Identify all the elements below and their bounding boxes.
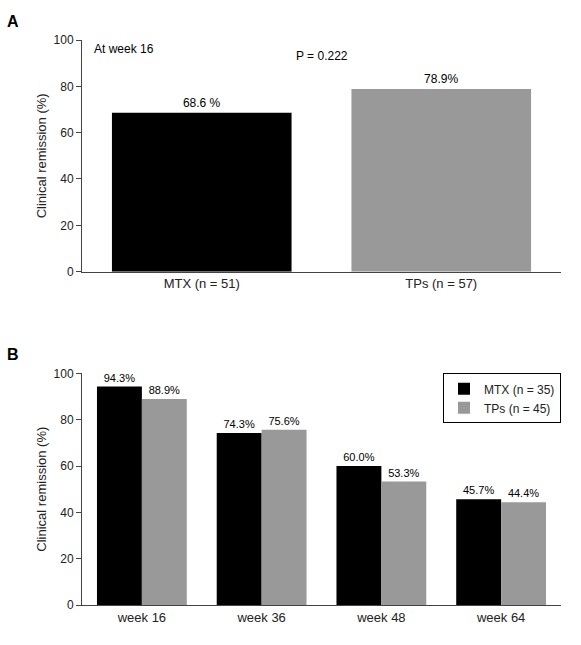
svg-text:TPs (n = 45): TPs (n = 45) — [484, 402, 550, 416]
svg-text:MTX (n = 35): MTX (n = 35) — [484, 383, 554, 397]
svg-text:P = 0.222: P = 0.222 — [296, 49, 348, 63]
svg-text:88.9%: 88.9% — [149, 384, 180, 396]
svg-text:week 64: week 64 — [476, 610, 525, 625]
svg-text:20: 20 — [60, 552, 74, 566]
svg-text:100: 100 — [54, 367, 74, 381]
svg-text:100: 100 — [54, 33, 74, 47]
svg-text:40: 40 — [60, 506, 74, 520]
svg-text:MTX (n = 51): MTX (n = 51) — [164, 276, 240, 291]
svg-text:60.0%: 60.0% — [343, 451, 374, 463]
svg-text:TPs (n = 57): TPs (n = 57) — [405, 276, 477, 291]
svg-text:68.6 %: 68.6 % — [183, 96, 221, 110]
svg-text:40: 40 — [60, 172, 74, 186]
svg-text:At week 16: At week 16 — [94, 42, 154, 56]
svg-text:A: A — [7, 13, 19, 30]
svg-text:80: 80 — [60, 413, 74, 427]
svg-text:week 48: week 48 — [356, 610, 405, 625]
svg-text:78.9%: 78.9% — [424, 72, 458, 86]
svg-text:Clinical remission (%): Clinical remission (%) — [34, 427, 49, 552]
svg-text:75.6%: 75.6% — [268, 415, 299, 427]
svg-text:B: B — [7, 346, 19, 363]
svg-text:20: 20 — [60, 219, 74, 233]
svg-text:60: 60 — [60, 459, 74, 473]
svg-text:60: 60 — [60, 126, 74, 140]
svg-text:0: 0 — [67, 598, 74, 612]
svg-text:74.3%: 74.3% — [223, 418, 254, 430]
svg-text:80: 80 — [60, 80, 74, 94]
svg-text:44.4%: 44.4% — [508, 487, 539, 499]
svg-text:94.3%: 94.3% — [104, 372, 135, 384]
svg-text:week 16: week 16 — [117, 610, 166, 625]
svg-text:week 36: week 36 — [236, 610, 285, 625]
svg-text:Clinical remission (%): Clinical remission (%) — [34, 93, 49, 218]
svg-text:45.7%: 45.7% — [463, 484, 494, 496]
svg-text:0: 0 — [67, 265, 74, 279]
svg-text:53.3%: 53.3% — [388, 467, 419, 479]
